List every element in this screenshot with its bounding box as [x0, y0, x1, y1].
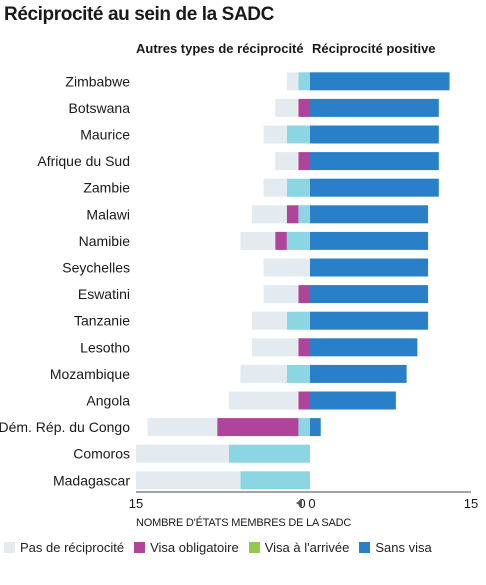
bar-rows: Zimbabwe Botswana Maurice Afrique du Sud Zam… [0, 72, 450, 490]
right-panel-header: Réciprocité positive [312, 41, 436, 56]
bar-tanzanie-visa-a-l-arrivee-reciproque [286, 311, 310, 330]
bar-maurice-sans-visa [310, 125, 439, 144]
bar-dem-rep-du-congo-visa-obligatoire [217, 418, 299, 437]
bar-lesotho-visa-obligatoire [298, 338, 310, 357]
category-label-lesotho: Lesotho [80, 339, 130, 355]
bar-tanzanie-pas-de-reciprocite [252, 311, 287, 330]
bar-afrique-du-sud-sans-visa [310, 152, 439, 171]
bar-malawi-visa-obligatoire [286, 205, 299, 224]
legend-swatch [359, 542, 371, 553]
x-tick-label: 15 [129, 496, 143, 511]
bar-afrique-du-sud-pas-de-reciprocite [275, 152, 299, 171]
bar-comoros-pas-de-reciprocite [136, 444, 229, 463]
bar-dem-rep-du-congo-pas-de-reciprocite [147, 418, 218, 437]
x-tick-label: 0 [308, 496, 315, 511]
bar-malawi-visa-a-l-arrivee-reciproque [298, 205, 310, 224]
legend-swatch [4, 542, 15, 553]
bar-botswana-pas-de-reciprocite [275, 98, 299, 117]
x-tick-label: 15 [464, 496, 478, 511]
bar-seychelles-pas-de-reciprocite [263, 258, 310, 277]
category-label-botswana: Botswana [69, 100, 131, 116]
legend-swatch [134, 542, 146, 553]
bar-zimbabwe-sans-visa [310, 72, 450, 91]
bar-lesotho-pas-de-reciprocite [252, 338, 299, 357]
legend-label: Pas de réciprocité [20, 540, 125, 555]
category-label-angola: Angola [86, 393, 130, 409]
category-label-comoros: Comoros [73, 446, 130, 462]
bar-botswana-sans-visa [310, 98, 439, 117]
bar-namibie-pas-de-reciprocite [240, 231, 276, 250]
bar-madagascar-pas-de-reciprocite [136, 471, 241, 490]
bar-zimbabwe-visa-a-l-arrivee-reciproque [298, 72, 310, 91]
legend-item-sans-visa: Sans visa [359, 540, 432, 555]
legend-item-pas-de-reciprocite: Pas de réciprocité [4, 540, 124, 555]
bar-afrique-du-sud-visa-obligatoire [298, 152, 310, 171]
bar-namibie-sans-visa [310, 231, 429, 250]
bar-eswatini-pas-de-reciprocite [263, 285, 299, 304]
bar-chart: Autres types de réciprocité Réciprocité … [0, 41, 478, 529]
legend-label: Visa obligatoire [150, 540, 239, 555]
direction-marker-icon [296, 499, 302, 507]
bar-namibie-visa-a-l-arrivee-reciproque [286, 231, 310, 250]
category-label-zambie: Zambie [83, 180, 130, 196]
bar-mozambique-visa-a-l-arrivee-reciproque [286, 364, 310, 383]
legend-label: Visa à l'arrivée [264, 540, 350, 555]
category-label-malawi: Malawi [86, 206, 130, 222]
left-panel-header: Autres types de réciprocité [136, 41, 304, 56]
category-label-seychelles: Seychelles [62, 260, 130, 276]
bar-botswana-visa-obligatoire [298, 98, 310, 117]
bar-angola-sans-visa [310, 391, 396, 410]
legend: Pas de réciprocité Visa obligatoire Visa à… [4, 540, 442, 555]
category-label-dem-rep-du-congo: Dém. Rép. du Congo [0, 419, 130, 435]
category-label-maurice: Maurice [80, 127, 130, 143]
legend-item-visa-a-l-arrivee: Visa à l'arrivée [248, 540, 350, 555]
bar-angola-visa-obligatoire [298, 391, 310, 410]
bar-namibie-visa-obligatoire [275, 231, 287, 250]
category-label-eswatini: Eswatini [78, 286, 130, 302]
category-label-tanzanie: Tanzanie [74, 313, 130, 329]
category-label-madagascar: Madagascar [53, 472, 130, 488]
bar-mozambique-sans-visa [310, 364, 407, 383]
category-label-zimbabwe: Zimbabwe [65, 73, 130, 89]
bar-lesotho-sans-visa [310, 338, 418, 357]
bar-malawi-pas-de-reciprocite [252, 205, 287, 224]
bar-eswatini-sans-visa [310, 285, 429, 304]
bar-dem-rep-du-congo-visa-a-l-arrivee-reciproque [298, 418, 310, 437]
bar-maurice-pas-de-reciprocite [263, 125, 287, 144]
bar-seychelles-sans-visa [310, 258, 429, 277]
bar-tanzanie-sans-visa [310, 311, 429, 330]
bar-dem-rep-du-congo-sans-visa [310, 418, 321, 437]
bar-zambie-visa-a-l-arrivee-reciproque [286, 178, 310, 197]
legend-label: Sans visa [375, 540, 432, 555]
x-axis: 150015 [129, 491, 478, 511]
bar-maurice-visa-a-l-arrivee-reciproque [286, 125, 310, 144]
x-axis-label: NOMBRE D'ÉTATS MEMBRES DE LA SADC [136, 516, 351, 529]
category-label-mozambique: Mozambique [50, 366, 130, 382]
chart-title: Réciprocité au sein de la SADC [4, 4, 274, 25]
bar-zambie-sans-visa [310, 178, 439, 197]
bar-angola-pas-de-reciprocite [228, 391, 299, 410]
bar-zimbabwe-pas-de-reciprocite [286, 72, 299, 91]
bar-mozambique-pas-de-reciprocite [240, 364, 287, 383]
bar-madagascar-visa-a-l-arrivee-reciproque [240, 471, 310, 490]
category-label-afrique-du-sud: Afrique du Sud [37, 153, 130, 169]
bar-zambie-pas-de-reciprocite [263, 178, 287, 197]
bar-comoros-visa-a-l-arrivee-reciproque [228, 444, 310, 463]
legend-swatch [248, 542, 260, 553]
bar-malawi-sans-visa [310, 205, 429, 224]
category-label-namibie: Namibie [79, 233, 131, 249]
bar-eswatini-visa-obligatoire [298, 285, 310, 304]
legend-item-visa-obligatoire: Visa obligatoire [134, 540, 239, 555]
